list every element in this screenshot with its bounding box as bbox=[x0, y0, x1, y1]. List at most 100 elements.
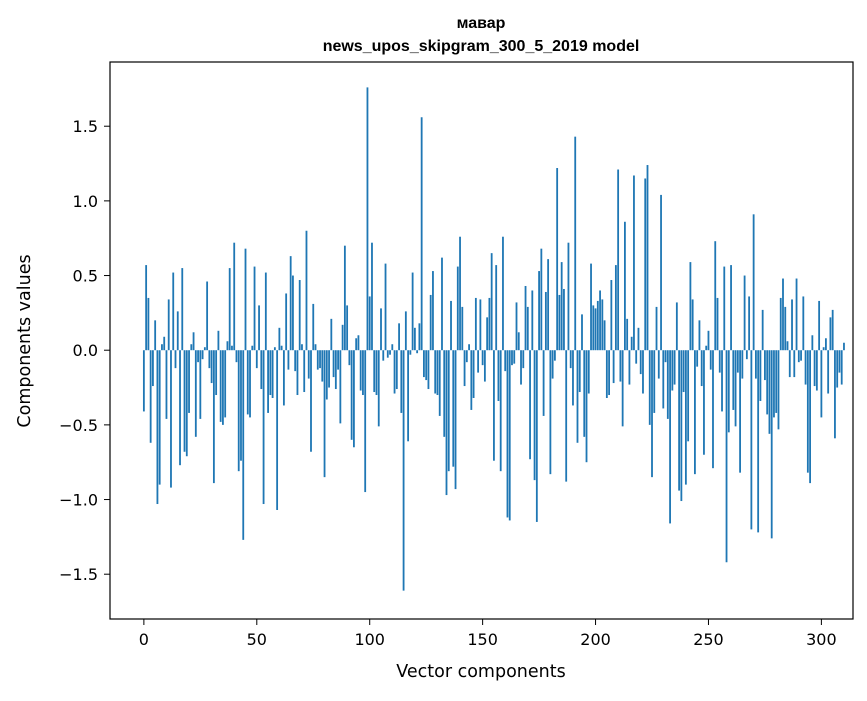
bar-137 bbox=[452, 350, 455, 467]
bar-32 bbox=[215, 350, 218, 396]
bar-133 bbox=[443, 350, 446, 437]
bar-73 bbox=[307, 350, 310, 379]
bar-105 bbox=[380, 308, 382, 351]
bar-101 bbox=[371, 242, 373, 351]
bar-72 bbox=[305, 230, 308, 351]
bar-22 bbox=[192, 332, 195, 351]
bar-113 bbox=[398, 323, 400, 351]
bar-131 bbox=[438, 350, 441, 416]
bar-117 bbox=[407, 350, 410, 442]
bar-122 bbox=[418, 323, 421, 351]
bar-229 bbox=[660, 194, 662, 351]
bar-226 bbox=[653, 350, 656, 413]
y-tick-label: 0.5 bbox=[73, 267, 98, 286]
bar-285 bbox=[786, 341, 789, 351]
bar-5 bbox=[154, 320, 157, 351]
bar-43 bbox=[240, 350, 242, 461]
bar-129 bbox=[434, 350, 437, 394]
bar-134 bbox=[445, 350, 448, 496]
bar-193 bbox=[578, 350, 581, 393]
bar-250 bbox=[707, 330, 710, 351]
x-tick-label: 300 bbox=[806, 630, 837, 649]
bar-224 bbox=[648, 350, 651, 425]
bar-121 bbox=[416, 350, 419, 354]
bar-241 bbox=[687, 350, 690, 442]
bar-294 bbox=[806, 350, 809, 473]
bar-302 bbox=[825, 338, 827, 351]
bar-64 bbox=[287, 350, 290, 370]
bar-257 bbox=[723, 266, 726, 351]
bar-95 bbox=[357, 335, 360, 351]
bar-286 bbox=[788, 350, 791, 378]
bar-236 bbox=[675, 302, 678, 351]
chart-subtitle: news_upos_skipgram_300_5_2019 model bbox=[323, 38, 640, 55]
bar-262 bbox=[734, 350, 737, 427]
bar-184 bbox=[558, 294, 561, 351]
bar-55 bbox=[267, 350, 269, 413]
bar-211 bbox=[619, 350, 622, 382]
bar-222 bbox=[644, 178, 647, 351]
bar-267 bbox=[745, 350, 748, 360]
bar-74 bbox=[310, 350, 312, 452]
bar-205 bbox=[605, 350, 608, 398]
bar-12 bbox=[170, 350, 172, 488]
x-tick-label: 100 bbox=[354, 630, 385, 649]
bar-76 bbox=[314, 344, 317, 351]
bar-164 bbox=[513, 350, 516, 364]
bar-132 bbox=[441, 257, 443, 351]
bar-16 bbox=[179, 350, 181, 466]
bar-111 bbox=[393, 350, 396, 394]
bar-26 bbox=[201, 350, 204, 360]
bar-15 bbox=[176, 311, 179, 351]
bar-161 bbox=[506, 350, 509, 518]
bar-60 bbox=[278, 327, 281, 351]
bar-275 bbox=[764, 350, 766, 381]
bar-127 bbox=[429, 294, 432, 351]
bar-297 bbox=[813, 350, 816, 387]
bar-198 bbox=[590, 263, 592, 351]
bar-239 bbox=[682, 350, 685, 393]
bar-9 bbox=[163, 336, 166, 351]
bar-67 bbox=[294, 350, 297, 372]
x-tick-label: 150 bbox=[467, 630, 498, 649]
bar-10 bbox=[165, 350, 168, 419]
bar-281 bbox=[777, 350, 780, 430]
bar-52 bbox=[260, 350, 263, 390]
bar-103 bbox=[375, 350, 378, 396]
bar-172 bbox=[531, 290, 534, 351]
bar-254 bbox=[716, 297, 719, 351]
bar-47 bbox=[249, 350, 251, 418]
bar-235 bbox=[673, 350, 676, 385]
bar-165 bbox=[515, 302, 518, 351]
bar-24 bbox=[197, 350, 199, 363]
bar-65 bbox=[289, 256, 292, 351]
bar-123 bbox=[420, 117, 423, 351]
bar-118 bbox=[409, 350, 412, 355]
bar-77 bbox=[316, 350, 319, 370]
bar-140 bbox=[459, 236, 461, 351]
bar-256 bbox=[721, 350, 723, 412]
bar-243 bbox=[691, 299, 694, 351]
bar-29 bbox=[208, 350, 211, 369]
bar-303 bbox=[827, 350, 830, 394]
bar-309 bbox=[840, 350, 843, 385]
bar-306 bbox=[834, 350, 836, 439]
bar-71 bbox=[303, 350, 306, 393]
bar-68 bbox=[296, 350, 299, 396]
bar-141 bbox=[461, 306, 464, 351]
bar-99 bbox=[366, 87, 369, 351]
bar-36 bbox=[224, 350, 227, 418]
bar-238 bbox=[680, 350, 683, 502]
bar-57 bbox=[271, 350, 274, 398]
bar-96 bbox=[359, 350, 362, 391]
bar-135 bbox=[447, 350, 450, 472]
bar-48 bbox=[251, 345, 254, 351]
bar-231 bbox=[664, 350, 667, 363]
bar-35 bbox=[222, 350, 224, 425]
bar-116 bbox=[404, 311, 407, 351]
bar-221 bbox=[642, 350, 644, 394]
bar-31 bbox=[212, 350, 215, 484]
bar-247 bbox=[700, 350, 703, 387]
